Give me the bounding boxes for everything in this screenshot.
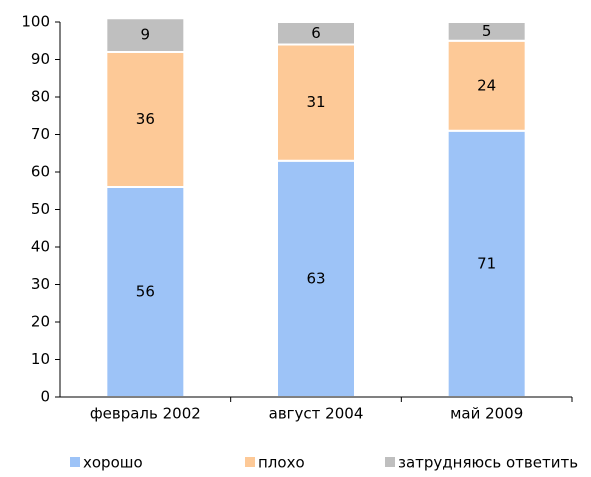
y-tick-label: 100 <box>21 13 50 31</box>
bar-segment <box>105 51 186 188</box>
x-tick-label: май 2009 <box>450 405 523 423</box>
y-tick-label: 40 <box>31 238 50 256</box>
data-label: 6 <box>311 24 321 42</box>
x-tick-label: август 2004 <box>269 405 364 423</box>
data-label: 56 <box>136 283 155 301</box>
legend-swatch <box>245 457 255 467</box>
y-tick-label: 60 <box>31 163 50 181</box>
legend-swatch <box>70 457 80 467</box>
data-label: 31 <box>306 93 325 111</box>
x-tick-label: февраль 2002 <box>90 405 201 423</box>
y-tick-label: 0 <box>40 388 50 406</box>
y-tick-label: 80 <box>31 88 50 106</box>
y-tick-label: 50 <box>31 200 50 218</box>
legend-swatch <box>385 457 395 467</box>
data-label: 24 <box>477 76 496 94</box>
data-label: 36 <box>136 110 155 128</box>
data-label: 71 <box>477 254 496 272</box>
y-tick-label: 70 <box>31 125 50 143</box>
y-tick-label: 10 <box>31 350 50 368</box>
legend-label: плохо <box>258 454 305 472</box>
data-label: 63 <box>306 269 325 287</box>
legend-label: хорошо <box>83 454 143 472</box>
bar-segment <box>276 21 356 46</box>
bar-segment <box>446 21 527 42</box>
y-tick-label: 30 <box>31 275 50 293</box>
y-tick-label: 90 <box>31 50 50 68</box>
bar-segment <box>276 43 356 162</box>
y-tick-label: 20 <box>31 313 50 331</box>
bar-segment <box>446 129 527 398</box>
data-label: 9 <box>141 26 151 44</box>
bar-segment <box>105 186 186 398</box>
legend-label: затрудняюсь ответить <box>398 454 578 472</box>
bar-segment <box>105 17 186 53</box>
data-label: 5 <box>482 22 492 40</box>
